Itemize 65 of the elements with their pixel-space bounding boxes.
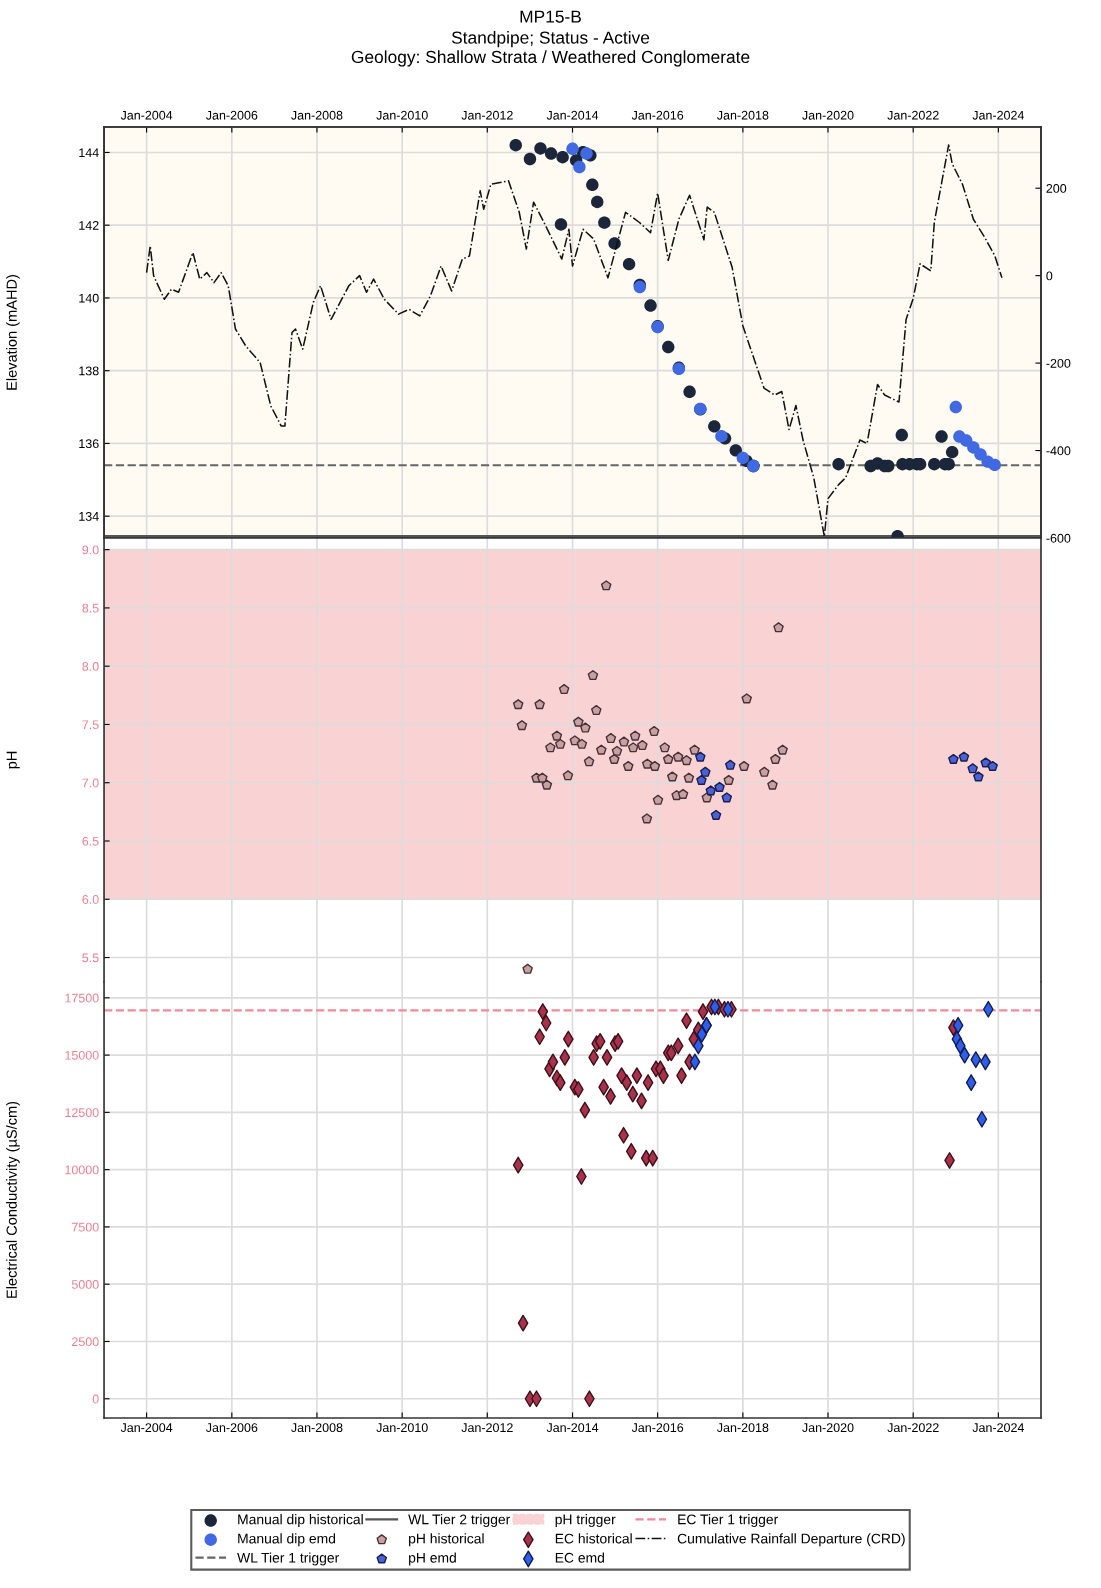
y-tick-label: 6.0 (82, 895, 99, 904)
legend-label: pH emd (409, 1552, 456, 1566)
y-axis-title: pH (6, 751, 20, 769)
legend-label: Manual dip emd (238, 1533, 336, 1547)
y-tick-label: 8.0 (82, 661, 99, 671)
x-tick-label: Jan-2018 (717, 1423, 769, 1433)
x-tick-label: Jan-2012 (461, 1423, 513, 1433)
y-tick-label: 2500 (72, 1337, 99, 1347)
y-tick-label: 7.5 (82, 720, 99, 730)
x-tick-label: Jan-2004 (120, 110, 173, 120)
legend-label: EC historical (555, 1533, 632, 1544)
x-tick-label: Jan-2006 (205, 110, 258, 120)
x-tick-label: Jan-2022 (887, 1423, 939, 1433)
y-tick-label: 144 (79, 148, 99, 157)
y-tick-label: 7.0 (82, 778, 99, 788)
y-tick-label: 138 (79, 366, 99, 376)
y-tick-label: 17500 (65, 993, 99, 1003)
legend-label: WL Tier 2 trigger (408, 1514, 511, 1528)
x-tick-label: Jan-2016 (631, 110, 684, 120)
legend-label: Cumulative Rainfall Departure (CRD) (677, 1533, 905, 1547)
y-tick-label: 9.0 (82, 545, 99, 555)
legend-label: pH trigger (555, 1514, 616, 1528)
y2-tick-label: -600 (1046, 533, 1071, 543)
chart-subtitle: Standpipe; Status - Active Geology: Shallow Strata / Weathered Conglomerate (351, 31, 750, 67)
legend-label: Manual dip historical (238, 1514, 363, 1528)
y-tick-label: 136 (79, 439, 99, 449)
y-axis-title: Elevation (mAHD) (6, 275, 20, 390)
y-tick-label: 15000 (65, 1050, 99, 1060)
y-tick-label: 5.5 (82, 953, 99, 963)
chart-title: MP15-B (520, 10, 581, 23)
x-tick-label: Jan-2020 (802, 1423, 854, 1433)
y2-tick-label: 0 (1046, 271, 1053, 281)
x-tick-label: Jan-2008 (291, 1423, 343, 1433)
legend-label: pH historical (409, 1533, 484, 1547)
legend-label: EC emd (555, 1552, 604, 1563)
x-tick-label: Jan-2010 (376, 1423, 428, 1433)
x-tick-label: Jan-2018 (717, 110, 769, 120)
y-axis-title: Electrical Conductivity (µS/cm) (6, 1101, 20, 1298)
y-tick-label: 0 (92, 1394, 99, 1404)
y-tick-label: 8.5 (82, 603, 99, 613)
legend-label: WL Tier 1 trigger (237, 1552, 339, 1566)
x-tick-label: Jan-2016 (631, 1423, 684, 1433)
y-tick-label: 7500 (72, 1222, 99, 1232)
x-tick-label: Jan-2014 (546, 110, 599, 120)
x-tick-label: Jan-2024 (972, 110, 1025, 120)
x-tick-label: Jan-2008 (291, 110, 343, 120)
y-tick-label: 142 (79, 221, 99, 230)
y-tick-label: 5000 (71, 1280, 99, 1289)
x-tick-label: Jan-2014 (546, 1423, 599, 1433)
x-tick-label: Jan-2006 (205, 1423, 258, 1433)
x-tick-label: Jan-2022 (887, 110, 939, 120)
x-tick-label: Jan-2020 (802, 110, 854, 120)
y-tick-label: 134 (79, 511, 99, 521)
y2-tick-label: -200 (1046, 358, 1071, 368)
x-tick-label: Jan-2012 (461, 110, 513, 120)
y2-tick-label: 200 (1046, 184, 1067, 193)
y2-tick-label: -400 (1046, 446, 1071, 456)
y-tick-label: 10000 (65, 1165, 99, 1175)
y-tick-label: 6.5 (82, 836, 99, 846)
x-tick-label: Jan-2004 (120, 1423, 173, 1433)
y-tick-label: 12500 (65, 1108, 99, 1118)
x-tick-label: Jan-2010 (376, 110, 428, 120)
x-tick-label: Jan-2024 (972, 1423, 1025, 1433)
y-tick-label: 140 (79, 293, 99, 303)
legend-label: EC Tier 1 trigger (678, 1514, 778, 1528)
